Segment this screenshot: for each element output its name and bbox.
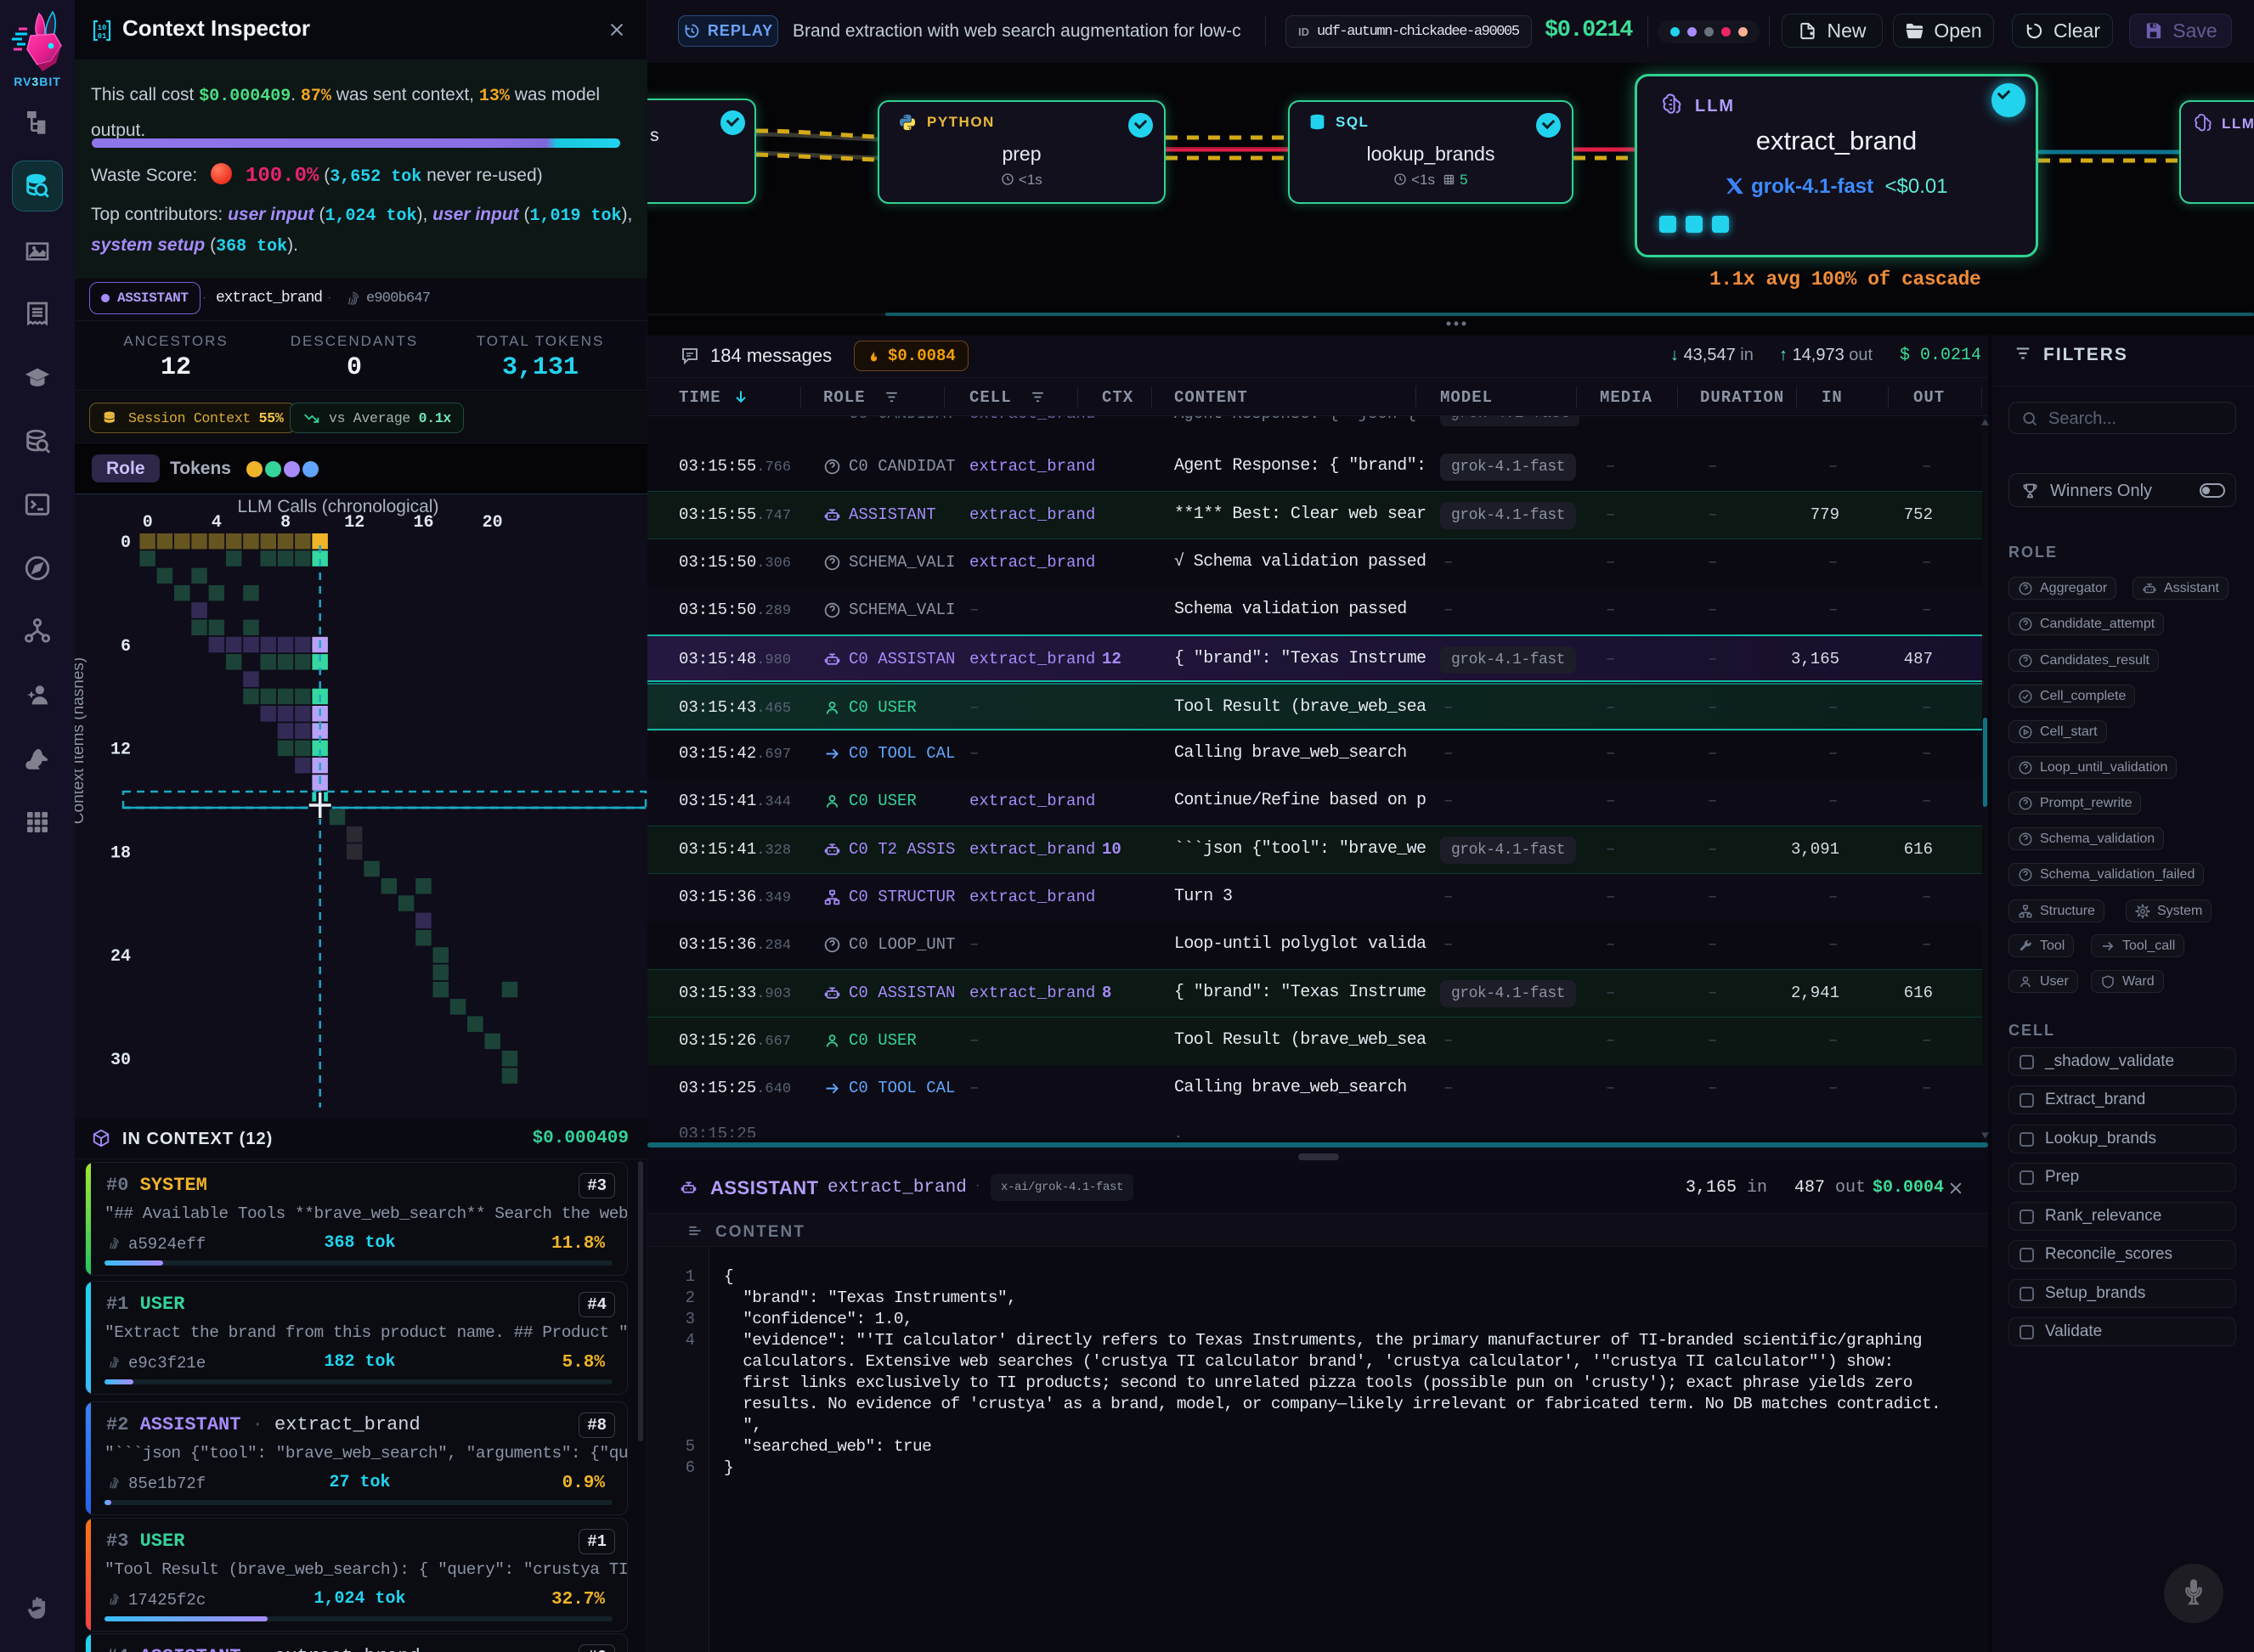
svg-text:Context Items (hashes): Context Items (hashes)	[75, 657, 88, 824]
svg-text:01: 01	[98, 32, 107, 41]
svg-text:0: 0	[143, 513, 153, 533]
svg-text:20: 20	[483, 513, 503, 533]
svg-text:12: 12	[110, 741, 131, 760]
svg-text:0: 0	[121, 533, 131, 553]
svg-text:8: 8	[280, 513, 291, 533]
svg-text:24: 24	[110, 947, 131, 967]
svg-text:6: 6	[121, 637, 131, 657]
svg-text:10: 10	[98, 24, 107, 32]
svg-text:30: 30	[110, 1051, 131, 1070]
svg-text:18: 18	[110, 843, 131, 863]
svg-text:12: 12	[344, 513, 364, 533]
svg-text:LLM Calls (chronological): LLM Calls (chronological)	[238, 497, 439, 516]
svg-text:4: 4	[212, 513, 222, 533]
svg-text:16: 16	[413, 513, 433, 533]
